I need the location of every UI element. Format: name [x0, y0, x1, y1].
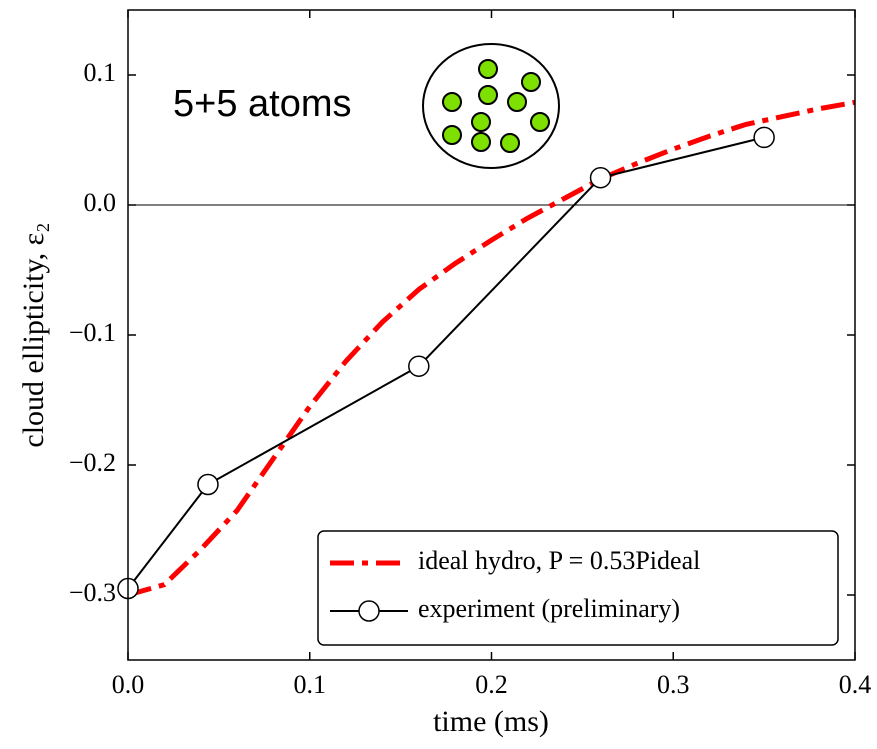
y-axis-label: cloud ellipticity, ε₂ — [17, 222, 50, 447]
y-tick-label: −0.2 — [69, 448, 116, 477]
data-point — [197, 473, 219, 496]
plot-frame — [127, 9, 856, 661]
legend: ideal hydro, P = 0.53Pideal experiment (p… — [317, 530, 839, 646]
data-point — [753, 126, 775, 149]
legend-label: ideal hydro, P = 0.53Pideal — [418, 546, 700, 575]
x-tick-label: 0.4 — [839, 670, 872, 699]
y-tick-label: −0.3 — [69, 578, 116, 607]
y-tick-label: 0.1 — [84, 58, 117, 87]
x-tick-label: 0.1 — [294, 670, 327, 699]
x-tick-label: 0.0 — [112, 670, 145, 699]
atoms-icon — [422, 43, 560, 169]
y-tick-label: −0.1 — [69, 318, 116, 347]
x-tick-label: 0.3 — [657, 670, 690, 699]
legend-box — [317, 530, 839, 646]
x-axis-label: time (ms) — [433, 705, 549, 738]
annotation: 5+5 atoms — [173, 83, 352, 125]
legend-marker — [358, 600, 380, 622]
series-line — [127, 99, 856, 598]
x-tick-label: 0.2 — [475, 670, 508, 699]
data-point — [408, 355, 430, 377]
legend-label: experiment (preliminary) — [418, 594, 680, 623]
data-point — [589, 166, 612, 189]
y-tick-label: 0.0 — [84, 188, 117, 217]
